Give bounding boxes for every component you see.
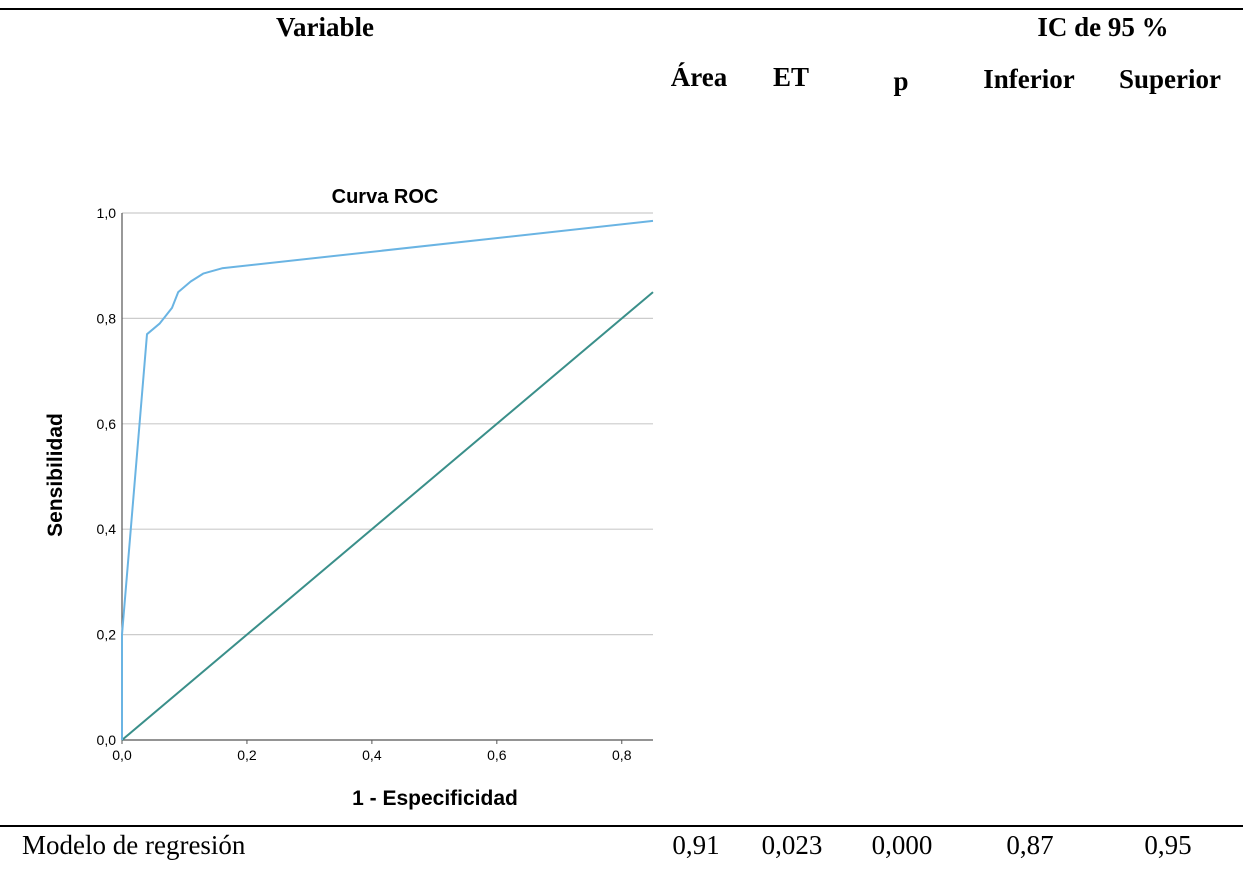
- row-area: 0,91: [672, 830, 720, 860]
- y-tick-label: 0,8: [97, 310, 117, 326]
- row-se: 0,023: [761, 830, 823, 860]
- x-tick-label: 0,0: [112, 747, 132, 763]
- y-axis-label: Sensibilidad: [44, 413, 67, 537]
- header-area: Área: [670, 62, 728, 92]
- header-lower: Inferior: [983, 64, 1075, 94]
- header-variable: Variable: [276, 12, 375, 42]
- y-tick-label: 0,6: [97, 416, 117, 432]
- header-ci-group: IC de 95 %: [1037, 12, 1169, 42]
- header-p: p: [893, 66, 909, 96]
- x-tick-label: 0,2: [237, 747, 257, 763]
- x-axis-label: 1 - Especificidad: [352, 787, 518, 810]
- header-se: ET: [772, 62, 810, 92]
- row-lower: 0,87: [1006, 830, 1054, 860]
- grid-lines: [122, 212, 653, 636]
- x-tick-label: 0,6: [487, 747, 507, 763]
- y-tick-label: 0,4: [97, 521, 117, 537]
- axis-ticks: 0,0 0,2 0,4 0,6 0,8 1,0 0,0 0,2 0,4 0,6 0,8: [97, 205, 632, 763]
- header-upper: Superior: [1118, 64, 1222, 94]
- row-p: 0,000: [871, 830, 933, 860]
- roc-chart: Curva ROC 0,0 0,2 0,4 0,6 0,8 1,0 0,0 0,2 0,4 0,6…: [44, 186, 654, 810]
- row-variable: Modelo de regresión: [22, 830, 246, 860]
- series-layer: [121, 219, 654, 741]
- reference-diagonal-line: [121, 291, 654, 741]
- y-tick-label: 1,0: [97, 205, 117, 221]
- x-tick-label: 0,4: [362, 747, 382, 763]
- x-tick-label: 0,8: [612, 747, 632, 763]
- roc-curve-line: [121, 219, 654, 740]
- table-top-rule: [0, 8, 1243, 10]
- row-upper: 0,95: [1144, 830, 1192, 860]
- table-body-rule: [0, 825, 1243, 827]
- y-tick-label: 0,0: [97, 732, 117, 748]
- chart-title: Curva ROC: [332, 186, 439, 208]
- y-tick-label: 0,2: [97, 627, 117, 643]
